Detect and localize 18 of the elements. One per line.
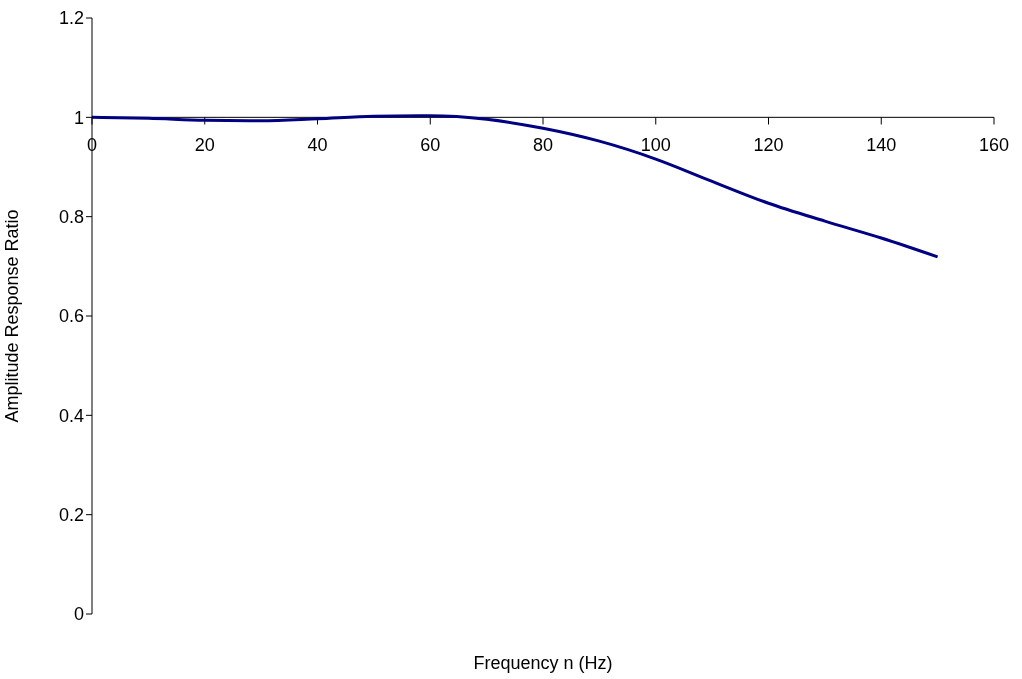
x-tick-label: 140 bbox=[866, 135, 897, 156]
y-tick-label: 0 bbox=[73, 604, 84, 625]
y-tick-label: 0.4 bbox=[58, 405, 84, 426]
x-tick-label: 120 bbox=[753, 135, 784, 156]
x-axis-title: Frequency n (Hz) bbox=[473, 653, 613, 673]
y-tick-label: 1 bbox=[73, 107, 84, 128]
x-tick-label: 60 bbox=[420, 135, 441, 156]
y-tick-label: 0.8 bbox=[58, 207, 84, 228]
y-tick-label: 1.2 bbox=[58, 8, 84, 29]
y-tick-label: 0.6 bbox=[58, 306, 84, 327]
x-tick-label: 40 bbox=[307, 135, 328, 156]
x-tick-label: 20 bbox=[194, 135, 215, 156]
y-tick-label: 0.2 bbox=[58, 505, 84, 526]
y-axis-title: Amplitude Response Ratio bbox=[2, 209, 23, 423]
x-tick-label: 160 bbox=[978, 135, 1010, 156]
x-tick-label: 0 bbox=[86, 135, 98, 156]
x-tick-label: 80 bbox=[532, 135, 554, 156]
x-tick-label: 100 bbox=[640, 135, 671, 156]
